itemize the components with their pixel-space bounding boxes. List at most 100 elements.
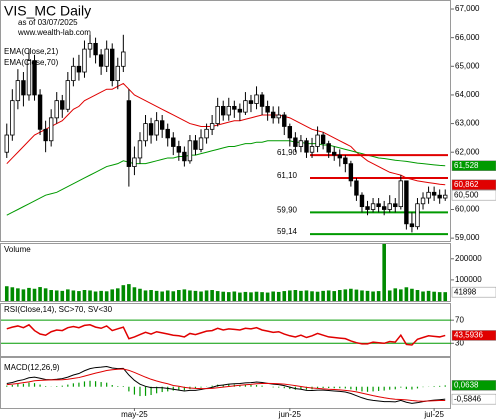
- volume-bar: [32, 288, 37, 301]
- candle-body: [71, 65, 76, 82]
- volume-bar: [326, 290, 331, 301]
- y-tick-label: 70: [455, 315, 464, 324]
- volume-bar: [399, 289, 403, 301]
- candle-body: [415, 203, 420, 228]
- macd-histogram-bar: [144, 386, 147, 396]
- candle-body: [176, 146, 182, 153]
- candle-body: [232, 105, 237, 110]
- candle-body: [159, 120, 165, 130]
- macd-histogram-bar: [194, 386, 197, 389]
- overlay-last-label: 60,862: [454, 180, 479, 189]
- volume-bar: [432, 291, 436, 301]
- macd-histogram-bar: [405, 386, 407, 390]
- macd-histogram-bar: [344, 386, 346, 389]
- candle-body: [326, 143, 331, 153]
- volume-bar: [104, 291, 109, 301]
- candle-body: [393, 203, 398, 208]
- volume-bar: [71, 290, 76, 301]
- volume-last-label-box: [451, 286, 496, 298]
- signal-line: [6, 368, 446, 402]
- candle-body: [409, 223, 415, 228]
- volume-bar: [410, 288, 414, 301]
- macd-histogram-bar: [156, 386, 158, 394]
- volume-bar: [165, 290, 170, 301]
- rsi-line: [6, 323, 446, 346]
- volume-bar: [77, 291, 81, 301]
- macd-histogram-bar: [239, 385, 241, 387]
- candle-body: [237, 108, 243, 113]
- candle-body: [4, 134, 9, 153]
- volume-bar: [171, 291, 176, 301]
- candle-body: [287, 126, 293, 139]
- macd-histogram-bar: [128, 386, 130, 392]
- candle-body: [387, 203, 392, 210]
- candle-body: [332, 151, 337, 156]
- volume-bar: [82, 290, 87, 301]
- macd-histogram-bar: [100, 382, 102, 387]
- candle-body: [126, 100, 132, 167]
- macd-histogram-bar: [11, 385, 13, 387]
- candle-body: [93, 42, 98, 56]
- volume-last-label: 41898: [454, 287, 477, 296]
- candle-body: [132, 157, 137, 167]
- macd-histogram-bar: [228, 384, 230, 387]
- volume-bar: [226, 292, 231, 301]
- macd-histogram-bar: [278, 386, 280, 388]
- volume-bar: [443, 292, 448, 301]
- macd-histogram-bar: [378, 386, 380, 391]
- volume-bar: [54, 290, 59, 301]
- macd-last-label: -0,5846: [454, 394, 482, 403]
- candle-body: [248, 100, 254, 104]
- candle-body: [137, 140, 143, 159]
- candle-body: [76, 65, 82, 73]
- macd-histogram-bar: [389, 386, 391, 390]
- macd-histogram-bar: [439, 385, 441, 387]
- candle-body: [437, 194, 442, 199]
- volume-bar: [337, 290, 342, 301]
- macd-histogram-bar: [167, 386, 169, 392]
- volume-bar: [4, 286, 9, 301]
- volume-bar: [249, 292, 253, 301]
- candle-body: [431, 191, 437, 196]
- candle-body: [404, 180, 409, 225]
- macd-histogram-bar: [45, 386, 47, 387]
- macd-histogram-bar: [211, 385, 213, 387]
- y-tick-label: 66,000: [455, 33, 480, 42]
- macd-histogram-bar: [183, 386, 185, 391]
- macd-histogram-bar: [383, 386, 385, 391]
- candle-body: [348, 163, 354, 182]
- volume-bar: [304, 290, 309, 301]
- macd-histogram-bar: [305, 386, 308, 390]
- volume-bar: [354, 289, 359, 301]
- rsi-panel: [0, 303, 451, 357]
- candle-body: [182, 151, 187, 162]
- volume-bar: [149, 290, 153, 301]
- candle-body: [171, 137, 176, 147]
- volume-bar: [349, 288, 353, 301]
- candle-body: [359, 194, 365, 208]
- candle-body: [198, 137, 204, 150]
- candle-body: [282, 114, 287, 127]
- macd-histogram-bar: [250, 385, 252, 387]
- candle-body: [370, 203, 376, 210]
- macd-histogram-bar: [56, 386, 58, 387]
- macd-histogram-bar: [33, 383, 36, 387]
- candle-body: [420, 197, 426, 205]
- volume-bar: [437, 292, 442, 301]
- price-panel: [0, 0, 451, 242]
- candle-body: [365, 206, 370, 210]
- candle-body: [376, 203, 381, 208]
- volume-title: Volume: [4, 245, 31, 254]
- y-tick-label: 62,000: [455, 147, 480, 156]
- level-label: 61,90: [277, 148, 298, 157]
- candle-body: [293, 137, 298, 147]
- level-label: 59,14: [277, 227, 298, 236]
- source: www.wealth-lab.com: [17, 28, 91, 37]
- candle-body: [398, 180, 404, 208]
- volume-bar: [204, 290, 209, 301]
- macd-histogram-bar: [339, 386, 341, 389]
- candle-body: [32, 60, 37, 96]
- volume-bar: [415, 290, 420, 301]
- macd-histogram-bar: [150, 386, 152, 396]
- volume-bar: [210, 290, 214, 301]
